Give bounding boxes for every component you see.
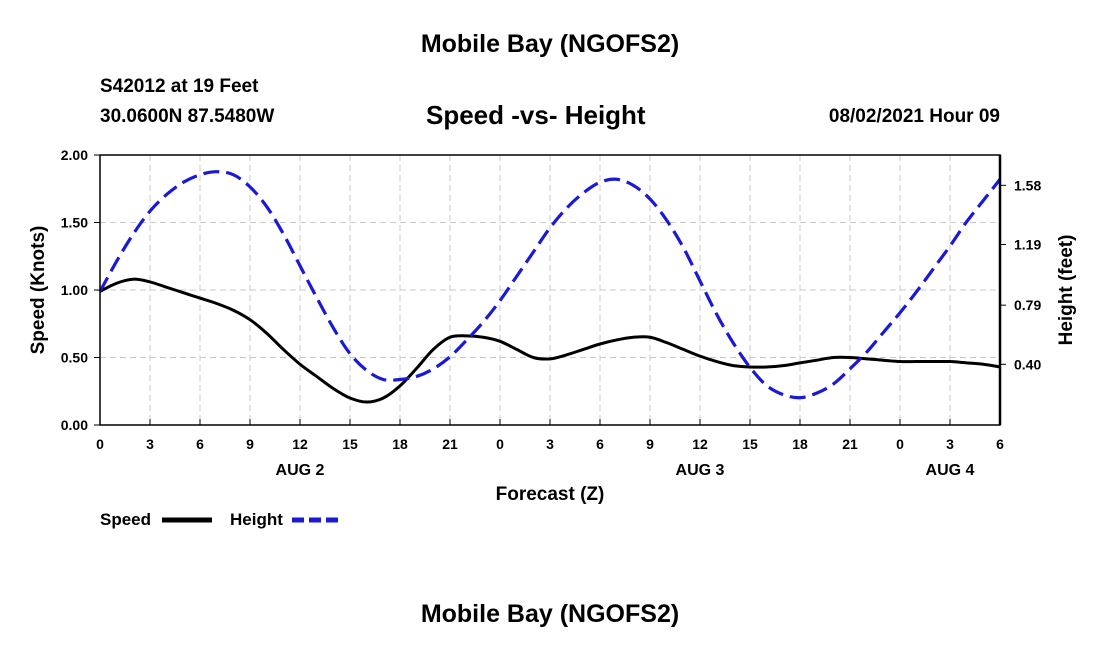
x-tick-label: 6 — [996, 436, 1004, 452]
x-tick-label: 3 — [546, 436, 554, 452]
y2-tick-label: 0.40 — [1014, 356, 1041, 372]
x-tick-label: 21 — [442, 436, 458, 452]
x-tick-label: 6 — [596, 436, 604, 452]
y-tick-label: 1.00 — [61, 282, 88, 298]
x-tick-label: 18 — [392, 436, 408, 452]
station-coordinates: 30.0600N 87.5480W — [100, 106, 275, 127]
series-line-height — [98, 170, 1002, 400]
x-axis-title: Forecast (Z) — [496, 484, 605, 505]
y2-tick-label: 0.79 — [1014, 297, 1041, 313]
axes: 0 3 6 9 12 15 18 21 0 3 6 9 12 15 18 21 0 3 6 0.00 0.50 1.00 1… — [61, 147, 1042, 479]
date-label: AUG 2 — [276, 462, 325, 479]
grid-lines — [100, 155, 1000, 425]
x-tick-label: 15 — [342, 436, 358, 452]
series-lines — [98, 170, 1002, 404]
x-tick-label: 9 — [646, 436, 654, 452]
page-title: Mobile Bay (NGOFS2) — [420, 30, 680, 58]
date-label: AUG 3 — [676, 462, 725, 479]
y-axis-title: Speed (Knots) — [28, 226, 49, 355]
x-tick-label: 6 — [196, 436, 204, 452]
x-tick-label: 18 — [792, 436, 808, 452]
x-tick-label: 3 — [946, 436, 954, 452]
x-tick-label: 9 — [246, 436, 254, 452]
x-tick-label: 15 — [742, 436, 758, 452]
y-tick-label: 0.50 — [61, 350, 88, 366]
x-tick-label: 12 — [292, 436, 308, 452]
y2-tick-label: 1.58 — [1014, 177, 1041, 193]
date-label: AUG 4 — [926, 462, 975, 479]
chart-title: Speed -vs- Height — [426, 100, 646, 130]
x-tick-label: 3 — [146, 436, 154, 452]
y-tick-label: 2.00 — [61, 147, 88, 163]
x-tick-label: 0 — [896, 436, 904, 452]
legend-label-speed: Speed — [100, 510, 151, 529]
legend: Speed Height — [100, 510, 342, 529]
x-tick-label: 21 — [842, 436, 858, 452]
y-tick-label: 0.00 — [61, 417, 88, 433]
series-line-speed — [99, 277, 1001, 404]
x-tick-label: 0 — [496, 436, 504, 452]
x-tick-label: 0 — [96, 436, 104, 452]
station-label: S42012 at 19 Feet — [100, 76, 259, 97]
y2-tick-label: 1.19 — [1014, 236, 1041, 252]
y-tick-label: 1.50 — [61, 215, 88, 231]
y2-axis-title: Height (feet) — [1056, 235, 1077, 346]
forecast-datetime: 08/02/2021 Hour 09 — [828, 106, 1000, 127]
x-tick-label: 12 — [692, 436, 708, 452]
footer-title: Mobile Bay (NGOFS2) — [420, 600, 680, 628]
legend-label-height: Height — [230, 510, 283, 529]
